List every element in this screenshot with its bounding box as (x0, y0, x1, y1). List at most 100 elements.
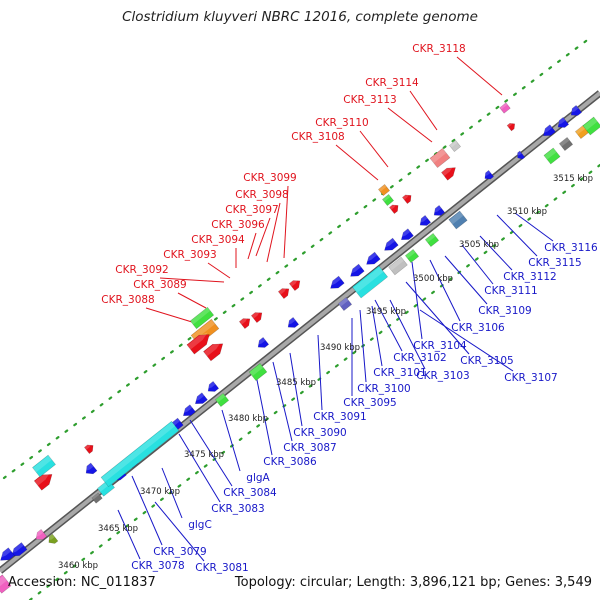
gene-feature[interactable] (351, 265, 389, 299)
gene-label-ckr-3105[interactable]: CKR_3105 (460, 355, 513, 367)
gene-feature[interactable] (515, 150, 526, 161)
gene-label-ckr-3091[interactable]: CKR_3091 (313, 411, 366, 423)
gene-feature[interactable] (277, 285, 292, 299)
gene-feature[interactable] (417, 215, 432, 228)
gene-label-ckr-3092[interactable]: CKR_3092 (115, 264, 168, 276)
gene-label-ckr-3113[interactable]: CKR_3113 (343, 94, 396, 106)
gene-label-ckr-3097[interactable]: CKR_3097 (225, 204, 278, 216)
leader-ckr-3111 (461, 244, 494, 285)
gene-feature[interactable] (382, 237, 399, 254)
gene-feature[interactable] (378, 183, 390, 196)
gene-feature[interactable] (33, 529, 48, 542)
gene-feature[interactable] (404, 249, 420, 263)
gene-label-ckr-3102[interactable]: CKR_3102 (393, 352, 446, 364)
gene-label-ckr-3084[interactable]: CKR_3084 (223, 487, 277, 499)
gene-label-ckr-3090[interactable]: CKR_3090 (293, 427, 346, 439)
leader-ckr-3092 (159, 277, 225, 283)
gene-feature[interactable] (388, 256, 408, 276)
gene-feature[interactable] (429, 147, 451, 169)
gene-feature[interactable] (214, 393, 230, 407)
gene-feature[interactable] (555, 117, 570, 130)
gene-feature[interactable] (424, 233, 440, 247)
gene-feature[interactable] (482, 169, 494, 182)
gene-feature[interactable] (248, 362, 268, 382)
gene-feature[interactable] (389, 202, 401, 214)
gene-label-glga[interactable]: glgA (246, 472, 270, 484)
gene-label-ckr-3094[interactable]: CKR_3094 (191, 234, 245, 246)
gene-feature[interactable] (285, 317, 300, 330)
gene-label-ckr-3095[interactable]: CKR_3095 (343, 397, 396, 409)
gene-label-ckr-3116[interactable]: CKR_3116 (544, 242, 598, 254)
gene-label-ckr-3114[interactable]: CKR_3114 (365, 77, 419, 89)
gene-label-ckr-3087[interactable]: CKR_3087 (283, 442, 336, 454)
leader-ckr-3098 (266, 202, 281, 263)
gene-feature[interactable] (238, 315, 253, 329)
gene-feature[interactable] (449, 139, 461, 152)
gene-feature[interactable] (448, 210, 468, 230)
gene-label-ckr-3107[interactable]: CKR_3107 (504, 372, 557, 384)
gene-label-ckr-3083[interactable]: CKR_3083 (211, 503, 264, 515)
gene-label-ckr-3104[interactable]: CKR_3104 (413, 340, 467, 352)
gene-label-ckr-3100[interactable]: CKR_3100 (357, 383, 410, 395)
gene-label-ckr-3118[interactable]: CKR_3118 (412, 43, 465, 55)
gene-feature[interactable] (441, 164, 458, 181)
gene-label-ckr-3110[interactable]: CKR_3110 (315, 117, 368, 129)
gene-feature[interactable] (543, 147, 561, 165)
gene-feature[interactable] (382, 193, 394, 206)
gene-label-ckr-3108[interactable]: CKR_3108 (291, 131, 344, 143)
gene-label-ckr-3106[interactable]: CKR_3106 (451, 322, 505, 334)
gene-feature[interactable] (398, 228, 414, 244)
leader-ckr-3089 (177, 292, 207, 309)
gene-label-glgc[interactable]: glgC (188, 519, 212, 531)
gene-feature[interactable] (46, 533, 59, 546)
gene-feature[interactable] (337, 297, 353, 311)
gene-feature[interactable] (431, 205, 446, 218)
gene-label-ckr-3112[interactable]: CKR_3112 (503, 271, 556, 283)
gene-label-ckr-3103[interactable]: CKR_3103 (416, 370, 469, 382)
gene-label-ckr-3089[interactable]: CKR_3089 (133, 279, 186, 291)
gene-label-ckr-3096[interactable]: CKR_3096 (211, 219, 265, 231)
gene-feature[interactable] (364, 251, 381, 268)
gene-feature[interactable] (100, 420, 180, 488)
gene-feature[interactable] (288, 277, 303, 291)
gene-feature[interactable] (250, 309, 265, 323)
gene-feature[interactable] (205, 381, 220, 394)
gene-feature[interactable] (540, 124, 556, 140)
gene-label-ckr-3086[interactable]: CKR_3086 (263, 456, 317, 468)
gene-label-ckr-3099[interactable]: CKR_3099 (243, 172, 296, 184)
gene-feature[interactable] (568, 105, 583, 118)
gene-feature[interactable] (203, 339, 226, 362)
gene-label-ckr-3079[interactable]: CKR_3079 (153, 546, 206, 558)
accession-label: Accession: NC_011837 (8, 575, 156, 590)
gene-feature[interactable] (9, 542, 28, 559)
gene-feature[interactable] (0, 574, 12, 594)
gene-label-ckr-3088[interactable]: CKR_3088 (101, 294, 154, 306)
gene-label-ckr-3115[interactable]: CKR_3115 (528, 257, 581, 269)
gene-label-ckr-3093[interactable]: CKR_3093 (163, 249, 216, 261)
gene-label-ckr-3081[interactable]: CKR_3081 (195, 562, 248, 574)
gene-feature[interactable] (582, 116, 600, 136)
gene-feature[interactable] (84, 442, 96, 454)
gene-feature[interactable] (348, 263, 365, 280)
gene-feature[interactable] (186, 330, 213, 355)
gene-feature[interactable] (328, 275, 345, 292)
gene-label-ckr-3111[interactable]: CKR_3111 (484, 285, 537, 297)
gene-label-ckr-3098[interactable]: CKR_3098 (235, 189, 288, 201)
leader-ckr-3107 (419, 309, 514, 372)
gene-feature[interactable] (506, 120, 517, 132)
gene-feature[interactable] (91, 492, 103, 504)
gene-feature[interactable] (83, 462, 98, 477)
gene-label-ckr-3101[interactable]: CKR_3101 (373, 367, 426, 379)
gene-feature[interactable] (192, 392, 208, 408)
gene-label-ckr-3109[interactable]: CKR_3109 (478, 305, 531, 317)
gene-feature[interactable] (499, 102, 511, 114)
gene-feature[interactable] (180, 404, 196, 420)
gene-feature[interactable] (402, 192, 414, 204)
gene-feature[interactable] (189, 306, 215, 330)
gene-label-ckr-3078[interactable]: CKR_3078 (131, 560, 184, 572)
gene-feature[interactable] (32, 454, 56, 478)
gene-feature[interactable] (0, 547, 15, 565)
gene-feature[interactable] (255, 337, 270, 350)
gene-feature[interactable] (33, 470, 56, 491)
gene-feature[interactable] (558, 137, 574, 151)
